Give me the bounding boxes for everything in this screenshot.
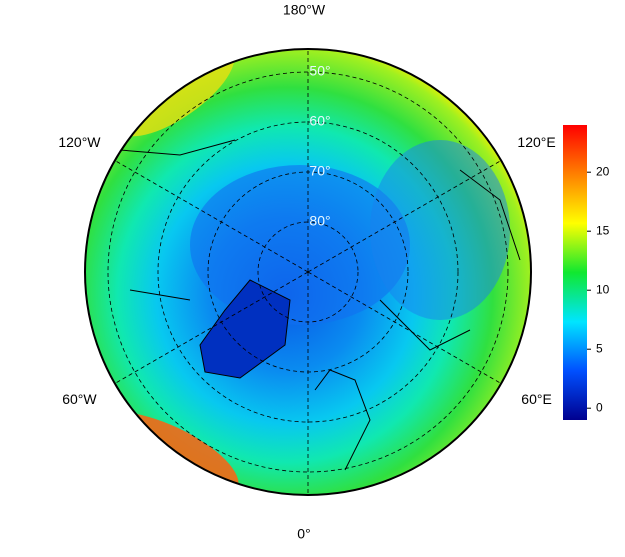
longitude-label: 180°W	[283, 2, 326, 18]
meridian	[114, 160, 309, 273]
latitude-label: 50°	[309, 63, 330, 79]
latitude-circle	[157, 121, 459, 423]
latitude-label: 60°	[309, 113, 330, 129]
colorbar	[563, 125, 587, 420]
longitude-label: 60°E	[521, 391, 552, 407]
longitude-label: 120°W	[58, 134, 101, 150]
longitude-label: 120°E	[517, 134, 555, 150]
meridian	[114, 271, 309, 384]
map-boundary	[84, 48, 532, 496]
latitude-label: 80°	[309, 213, 330, 229]
longitude-label: 0°	[297, 526, 310, 542]
colorbar-tick-label: 20	[596, 164, 610, 178]
meridian	[307, 160, 502, 273]
longitude-label: 60°W	[62, 391, 97, 407]
meridian	[307, 271, 502, 384]
colorbar-tick-label: 10	[596, 282, 610, 296]
colorbar-tick-label: 5	[596, 341, 603, 355]
latitude-label: 70°	[309, 163, 330, 179]
colorbar-tick-label: 0	[596, 400, 603, 414]
colorbar-tick-label: 15	[596, 223, 610, 237]
latitude-circle	[107, 71, 509, 473]
data-field	[85, 49, 531, 495]
